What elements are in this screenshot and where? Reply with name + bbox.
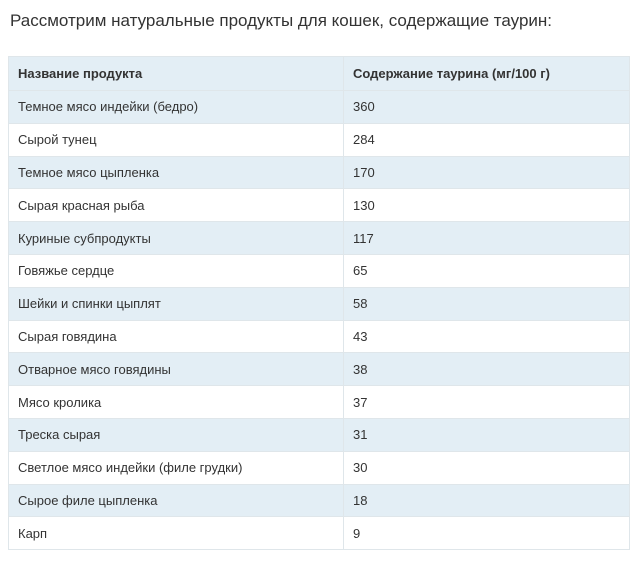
- taurine-value-cell: 37: [343, 385, 630, 419]
- table-row: Сырая говядина 43: [8, 319, 630, 354]
- taurine-value-cell: 130: [343, 188, 630, 223]
- taurine-value-cell: 360: [343, 90, 630, 124]
- table-row: Куриные субпродукты 117: [8, 221, 630, 255]
- intro-text: Рассмотрим натуральные продукты для коше…: [10, 11, 553, 30]
- table-row: Темное мясо цыпленка 170: [8, 155, 630, 190]
- product-name-cell: Отварное мясо говядины: [8, 352, 344, 387]
- product-name-cell: Сырая говядина: [8, 319, 344, 354]
- taurine-table-container: Название продукта Содержание таурина (мг…: [8, 56, 630, 551]
- product-name-cell: Светлое мясо индейки (филе грудки): [8, 450, 344, 485]
- table-row: Мясо кролика 37: [8, 385, 630, 419]
- product-name-cell: Говяжье сердце: [8, 253, 344, 288]
- table-row: Карп 9: [8, 516, 630, 551]
- table-row: Отварное мясо говядины 38: [8, 352, 630, 387]
- table-row: Сырая красная рыба 130: [8, 188, 630, 223]
- table-row: Шейки и спинки цыплят 58: [8, 286, 630, 321]
- taurine-value-cell: 65: [343, 253, 630, 288]
- product-name-cell: Мясо кролика: [8, 385, 344, 419]
- table-row: Сырое филе цыпленка 18: [8, 483, 630, 518]
- taurine-value-cell: 170: [343, 155, 630, 190]
- table-row: Светлое мясо индейки (филе грудки) 30: [8, 450, 630, 485]
- header-product-name: Название продукта: [8, 56, 344, 91]
- table-row: Сырой тунец 284: [8, 122, 630, 157]
- table-body: Темное мясо индейки (бедро) 360 Сырой туне…: [8, 90, 630, 551]
- table-row: Темное мясо индейки (бедро) 360: [8, 90, 630, 124]
- taurine-value-cell: 9: [343, 516, 630, 551]
- product-name-cell: Темное мясо индейки (бедро): [8, 90, 344, 124]
- table-row: Говяжье сердце 65: [8, 253, 630, 288]
- product-name-cell: Сырая красная рыба: [8, 188, 344, 223]
- table-row: Треска сырая 31: [8, 417, 630, 452]
- table-header: Название продукта Содержание таурина (мг…: [8, 56, 630, 91]
- taurine-table: Название продукта Содержание таурина (мг…: [8, 56, 630, 551]
- taurine-value-cell: 117: [343, 221, 630, 255]
- product-name-cell: Темное мясо цыпленка: [8, 155, 344, 190]
- header-taurine-content: Содержание таурина (мг/100 г): [343, 56, 630, 91]
- product-name-cell: Треска сырая: [8, 417, 344, 452]
- product-name-cell: Карп: [8, 516, 344, 551]
- header-row: Название продукта Содержание таурина (мг…: [8, 56, 630, 91]
- taurine-value-cell: 284: [343, 122, 630, 157]
- product-name-cell: Сырое филе цыпленка: [8, 483, 344, 518]
- taurine-value-cell: 31: [343, 417, 630, 452]
- product-name-cell: Шейки и спинки цыплят: [8, 286, 344, 321]
- taurine-value-cell: 58: [343, 286, 630, 321]
- taurine-value-cell: 38: [343, 352, 630, 387]
- taurine-value-cell: 43: [343, 319, 630, 354]
- taurine-value-cell: 30: [343, 450, 630, 485]
- product-name-cell: Куриные субпродукты: [8, 221, 344, 255]
- taurine-value-cell: 18: [343, 483, 630, 518]
- product-name-cell: Сырой тунец: [8, 122, 344, 157]
